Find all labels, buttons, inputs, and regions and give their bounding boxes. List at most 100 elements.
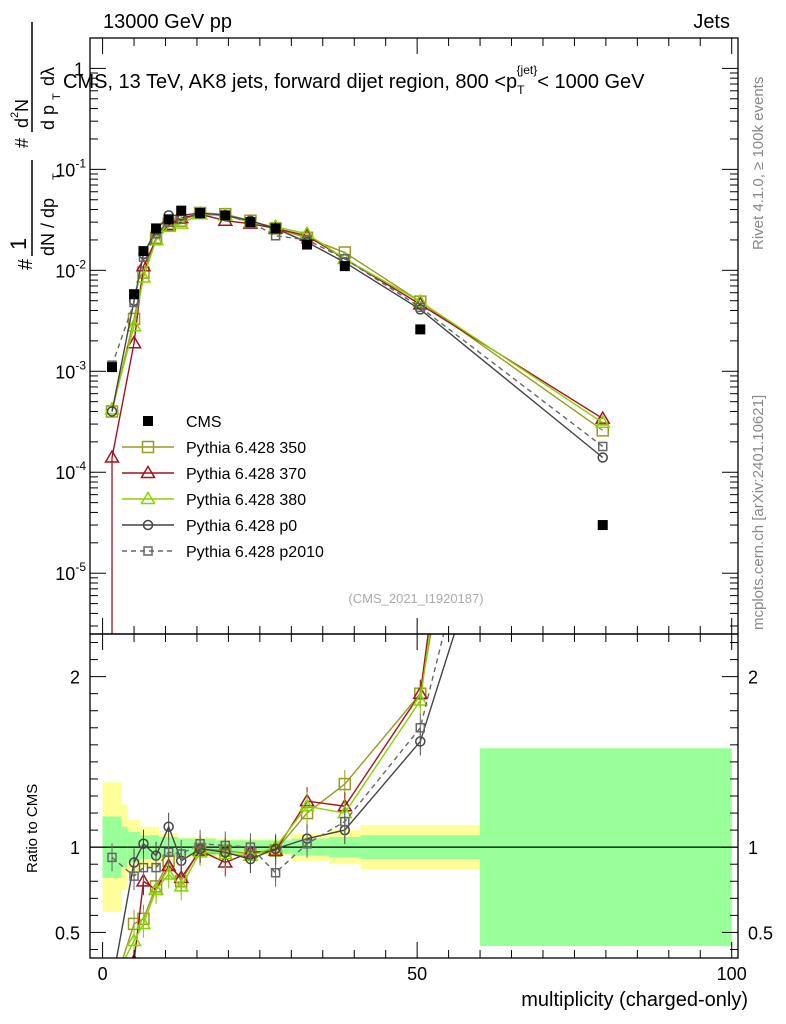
header-left: 13000 GeV pp — [103, 11, 232, 33]
data-point — [412, 293, 429, 307]
data-point — [415, 302, 426, 313]
ratio-point — [148, 881, 164, 896]
data-point — [415, 324, 426, 335]
rivet-label: Rivet 4.1.0, ≥ 100k events — [750, 77, 767, 250]
ratio-point — [270, 843, 281, 855]
ratio-series-pythia-6-428-p2010 — [107, 634, 445, 891]
data-point — [597, 452, 608, 463]
ratio-point — [135, 873, 152, 887]
ratio-point — [415, 723, 426, 733]
x-axis-label: multiplicity (charged-only) — [521, 989, 748, 1011]
ratio-y-tick-label: 1 — [748, 838, 758, 858]
legend-label: Pythia 6.428 350 — [186, 440, 306, 457]
ratio-point — [270, 867, 281, 878]
ratio-point — [135, 915, 152, 930]
data-point — [270, 223, 281, 234]
ratio-y-tick-label: 0.5 — [748, 923, 773, 943]
legend-marker — [142, 519, 154, 531]
svg-text:2: 2 — [9, 112, 21, 118]
ratio-point — [598, 161, 607, 170]
data-point — [220, 210, 231, 221]
legend-marker — [143, 416, 153, 426]
svg-text:d: d — [12, 118, 32, 128]
ratio-point — [107, 852, 117, 863]
ratio-y-tick-label: 1 — [70, 838, 80, 858]
data-point — [104, 449, 120, 463]
ratio-point — [340, 816, 350, 827]
y-tick-label: 10-1 — [55, 156, 86, 180]
ratio-line — [124, 634, 431, 958]
legend-label: Pythia 6.428 p2010 — [186, 544, 324, 561]
data-point — [135, 269, 152, 283]
data-point — [163, 214, 174, 225]
series-pythia-6-428-380 — [104, 206, 611, 428]
svg-text:dN / dp: dN / dp — [38, 198, 58, 256]
series-pythia-6-428-p2010 — [107, 209, 608, 452]
y-tick-label: 10-3 — [55, 358, 86, 382]
ratio-point — [138, 862, 149, 873]
legend-label: Pythia 6.428 380 — [186, 492, 306, 509]
ratio-uncertainty-bands — [90, 748, 738, 947]
chart-title-sub: T — [517, 83, 525, 97]
svg-text:#: # — [12, 138, 32, 148]
legend-item: Pythia 6.428 380 — [122, 491, 306, 509]
data-point — [594, 414, 611, 428]
ratio-point — [163, 847, 174, 858]
x-tick-label: 0 — [98, 964, 108, 984]
ratio-point — [245, 842, 256, 852]
data-point — [195, 207, 206, 218]
legend-item: Pythia 6.428 p0 — [122, 518, 297, 535]
analysis-id: (CMS_2021_I1920187) — [348, 591, 483, 606]
chart-title-sup: {jet} — [517, 63, 538, 77]
series-pythia-6-428-p0 — [106, 207, 608, 463]
chart-title-end: < 1000 GeV — [537, 71, 645, 93]
axes: 0 50 100 10-5 10-4 10-3 10-2 10-1 1 0.5 0.5 1 1 2 2 — [55, 37, 773, 984]
legend-item: Pythia 6.428 p2010 — [122, 544, 324, 561]
legend: CMS Pythia 6.428 350 Pythia 6.428 370 Pythi… — [122, 414, 324, 561]
data-point — [151, 223, 162, 234]
data-point — [106, 406, 118, 417]
data-point — [107, 362, 118, 373]
ratio-point — [163, 821, 174, 832]
data-point — [129, 289, 140, 300]
data-point — [176, 205, 187, 216]
legend-marker — [143, 546, 153, 556]
x-tick-label: 50 — [407, 964, 427, 984]
legend-item: Pythia 6.428 370 — [122, 465, 306, 483]
ratio-line — [111, 634, 445, 878]
y-tick-label: 10-5 — [55, 560, 86, 584]
site-label: mcplots.cern.ch [arXiv:2401.10621] — [750, 395, 767, 630]
legend-label: Pythia 6.428 p0 — [186, 518, 297, 535]
data-point — [302, 239, 313, 250]
svg-text:dλ: dλ — [38, 67, 58, 86]
data-point — [597, 441, 608, 452]
ratio-point — [160, 866, 177, 880]
y-tick-label: 10-4 — [55, 459, 86, 483]
data-point — [245, 217, 256, 228]
series-pythia-6-428-370 — [104, 206, 611, 463]
y-tick-label: 1 — [74, 59, 84, 79]
series-line — [111, 213, 604, 448]
series-cms — [107, 205, 608, 531]
data-point — [126, 318, 142, 332]
ratio-point — [129, 871, 139, 881]
ratio-point — [138, 838, 149, 849]
ratio-point — [176, 849, 186, 859]
svg-text:1: 1 — [6, 238, 31, 250]
svg-text:#: # — [15, 258, 37, 270]
x-tick-label: 100 — [717, 964, 747, 984]
header-right: Jets — [693, 11, 730, 33]
svg-text:d p: d p — [38, 105, 58, 130]
ratio-point — [107, 987, 118, 998]
ratio-y-tick-label: 2 — [748, 668, 758, 688]
main-plot-content — [104, 205, 611, 634]
legend-marker — [140, 465, 156, 479]
ratio-point — [106, 994, 119, 1005]
ratio-point — [220, 840, 231, 851]
ratio-point — [151, 862, 161, 873]
data-point — [148, 231, 164, 246]
legend-item: CMS — [143, 414, 222, 431]
ratio-point — [338, 777, 352, 791]
data-point — [339, 261, 350, 272]
